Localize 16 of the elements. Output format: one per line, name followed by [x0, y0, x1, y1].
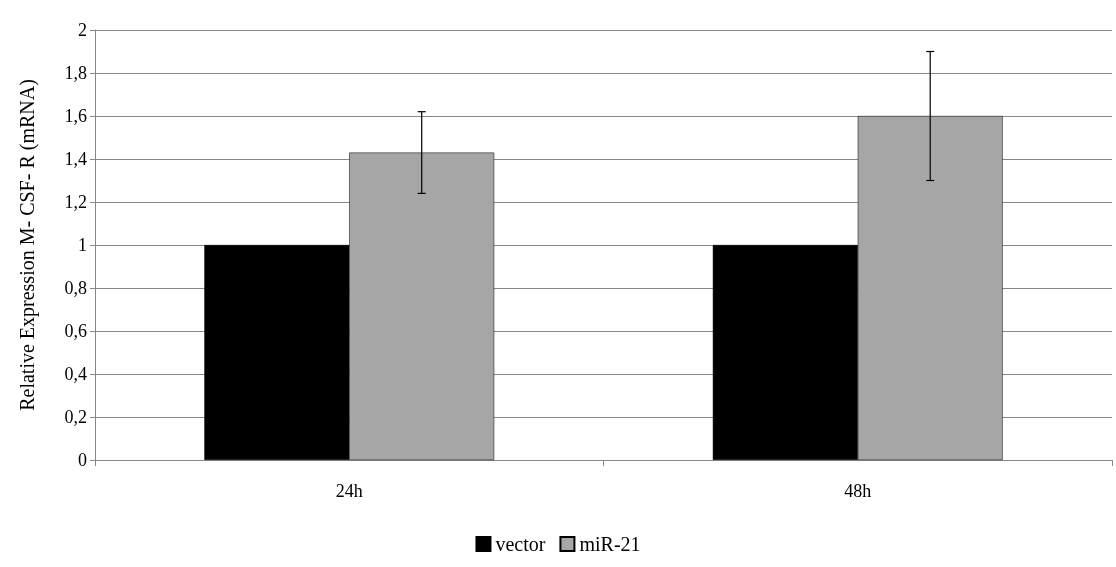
- x-tick-label: 48h: [844, 481, 872, 501]
- y-axis-title: Relative Expression M- CSF- R (mRNA): [16, 79, 39, 411]
- legend-label: vector: [495, 533, 546, 555]
- y-tick-label: 0,8: [64, 278, 87, 298]
- y-tick-label: 1,4: [64, 149, 87, 169]
- y-tick-label: 1: [78, 235, 87, 255]
- y-tick-label: 0,6: [64, 321, 87, 341]
- y-tick-label: 0: [78, 450, 87, 470]
- y-tick-label: 1,8: [64, 63, 87, 83]
- y-tick-label: 0,4: [64, 364, 87, 384]
- y-tick-label: 1,6: [64, 106, 87, 126]
- y-tick-label: 2: [78, 20, 87, 40]
- y-tick-label: 0,2: [64, 407, 87, 427]
- y-tick-label: 1,2: [64, 192, 87, 212]
- x-tick-label: 24h: [335, 481, 363, 501]
- legend-label: miR-21: [579, 533, 641, 555]
